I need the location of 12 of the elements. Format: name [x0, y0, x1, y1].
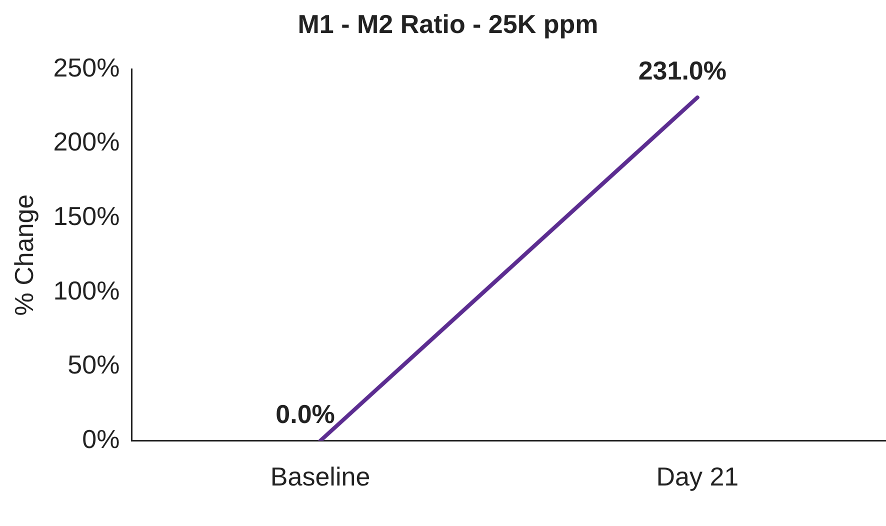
- y-tick-label: 150%: [53, 201, 120, 232]
- y-tick-label: 0%: [82, 424, 120, 454]
- x-tick-label: Day 21: [656, 462, 739, 492]
- y-axis-title: % Change: [8, 194, 39, 316]
- y-tick-label: 50%: [68, 350, 120, 380]
- y-tick-label: 100%: [53, 275, 120, 306]
- data-label: 0.0%: [276, 398, 335, 429]
- y-tick-label: 200%: [53, 126, 120, 157]
- chart-title: M1 - M2 Ratio - 25K ppm: [298, 8, 598, 39]
- y-tick-label: 250%: [53, 52, 120, 82]
- data-label: 231.0%: [638, 56, 727, 86]
- x-tick-label: Baseline: [270, 462, 370, 492]
